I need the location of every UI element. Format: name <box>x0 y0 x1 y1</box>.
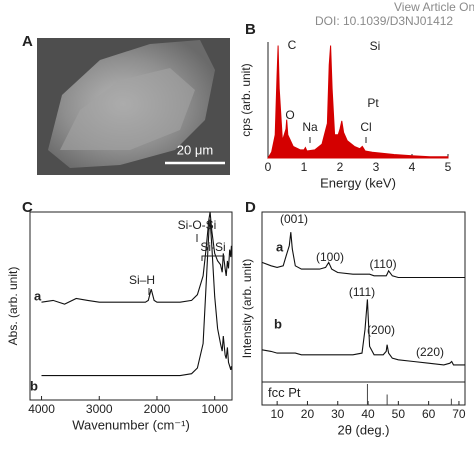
peak-label: (100) <box>316 250 344 264</box>
series-label: a <box>34 288 42 303</box>
reference-label: fcc Pt <box>268 385 301 400</box>
x-tick-label: 5 <box>445 160 452 174</box>
spectrum-line <box>261 299 465 366</box>
panel-label: B <box>245 21 256 38</box>
x-tick-label: 20 <box>301 407 315 421</box>
x-tick-label: 30 <box>331 407 345 421</box>
series-label: b <box>274 316 282 331</box>
peak-label: Cl <box>360 120 371 134</box>
micrograph: 20 μm <box>37 38 230 175</box>
header-link[interactable]: View Article Onlin <box>394 0 474 14</box>
peak-label: (200) <box>367 323 395 337</box>
peak-label: Si <box>370 39 381 53</box>
peak-label: (220) <box>416 345 444 359</box>
x-tick-label: 60 <box>422 407 436 421</box>
scale-bar-label: 20 μm <box>177 142 213 157</box>
x-tick-label: 40 <box>361 407 375 421</box>
spectrum-line <box>41 219 232 377</box>
series-label: b <box>30 378 38 393</box>
plot-frame <box>261 211 466 406</box>
y-axis-title: Intensity (arb. unit) <box>240 259 254 358</box>
x-axis-title: Energy (keV) <box>320 175 396 190</box>
spectrum-line <box>41 211 232 305</box>
panel-label: A <box>22 33 33 50</box>
peak-bracket <box>201 255 225 261</box>
peak-label: Si-Si <box>200 240 225 254</box>
y-axis-title: Abs. (arb. unit) <box>6 267 20 346</box>
peak-label: C <box>288 38 297 52</box>
x-axis-title: 2θ (deg.) <box>337 422 389 437</box>
peak-label: Si–H <box>129 273 155 287</box>
x-tick-label: 2 <box>337 160 344 174</box>
x-tick-label: 3000 <box>86 402 113 416</box>
x-tick-label: 50 <box>392 407 406 421</box>
panel-label: C <box>22 199 33 216</box>
x-tick-label: 2000 <box>144 402 171 416</box>
x-tick-label: 0 <box>265 160 272 174</box>
spectrum-line <box>261 232 465 279</box>
peak-label: Na <box>302 120 318 134</box>
peak-label: O <box>285 108 294 122</box>
x-tick-label: 4 <box>409 160 416 174</box>
panel-label: D <box>245 199 256 216</box>
plot-frame <box>29 211 233 401</box>
y-axis-title: cps (arb. unit) <box>239 63 253 136</box>
x-tick-label: 10 <box>270 407 284 421</box>
peak-label: (111) <box>349 285 375 299</box>
peak-label: Pt <box>367 96 379 110</box>
x-axis-title: Wavenumber (cm⁻¹) <box>72 417 190 432</box>
peak-label: (110) <box>369 257 396 271</box>
x-tick-label: 4000 <box>28 402 55 416</box>
x-tick-label: 1000 <box>201 402 228 416</box>
peak-label: Si-O-Si <box>178 218 217 232</box>
x-tick-label: 1 <box>301 160 308 174</box>
peak-label: (001) <box>280 212 308 226</box>
spectrum-area <box>267 45 449 159</box>
x-tick-label: 3 <box>373 160 380 174</box>
series-label: a <box>276 239 284 254</box>
header-doi: DOI: 10.1039/D3NJ01412 <box>315 14 453 28</box>
x-tick-label: 70 <box>452 407 466 421</box>
